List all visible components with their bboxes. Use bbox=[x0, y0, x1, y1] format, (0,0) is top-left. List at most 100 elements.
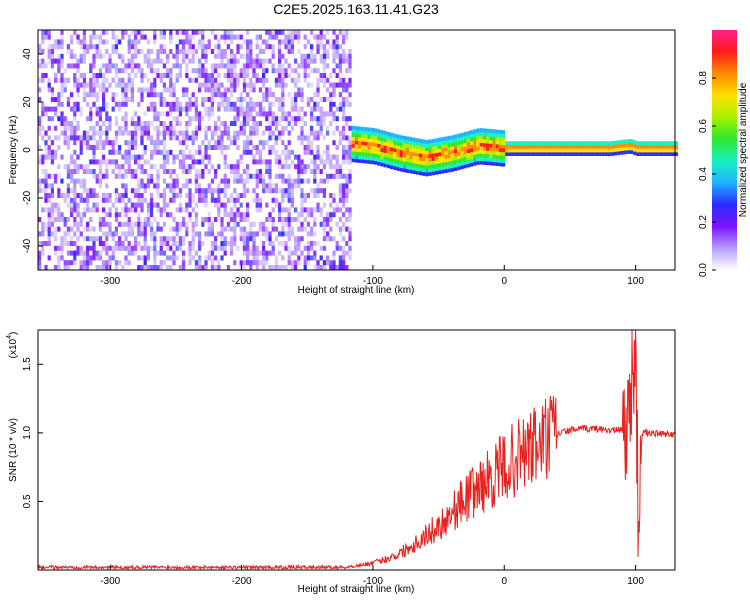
spectrogram-cell bbox=[310, 159, 314, 165]
spectrogram-cell bbox=[374, 128, 378, 133]
spectrogram-cell bbox=[370, 160, 374, 165]
spectrogram-cell bbox=[287, 49, 291, 54]
spectrogram-cell bbox=[230, 121, 234, 126]
spectrogram-cell bbox=[319, 154, 323, 160]
spectrogram-cell bbox=[326, 39, 330, 45]
spectrogram-cell bbox=[182, 149, 186, 155]
spectrogram-cell bbox=[278, 29, 282, 35]
spectrogram-cell bbox=[233, 178, 237, 184]
spectrogram-cell bbox=[476, 128, 480, 133]
spectrogram-cell bbox=[159, 121, 163, 126]
spectrogram-cell bbox=[114, 193, 118, 198]
spectrogram-cell bbox=[185, 145, 189, 150]
spectrogram-cell bbox=[76, 92, 80, 98]
spectrogram-cell bbox=[447, 135, 451, 140]
spectrogram-cell bbox=[230, 34, 234, 40]
spectrogram-cell bbox=[422, 139, 426, 144]
spectrogram-cell bbox=[105, 241, 109, 246]
spectrogram-cell bbox=[425, 147, 429, 152]
spectrogram-cell bbox=[166, 202, 170, 208]
spectrogram-cell bbox=[332, 29, 336, 35]
spectrogram-cell bbox=[348, 245, 352, 251]
spectrogram-cell bbox=[111, 169, 115, 174]
spectrogram-cell bbox=[204, 125, 208, 131]
spectrogram-cell bbox=[223, 183, 227, 189]
spectrogram-cell bbox=[47, 173, 51, 179]
spectrogram-cell bbox=[137, 183, 141, 189]
spectrogram-cell bbox=[361, 144, 365, 149]
spectrogram-cell bbox=[47, 149, 51, 155]
spectrogram-cell bbox=[281, 197, 285, 203]
spectrogram-cell bbox=[572, 144, 576, 149]
spectrogram-cell bbox=[412, 148, 416, 153]
spectrogram-cell bbox=[294, 58, 298, 64]
spectrogram-cell bbox=[454, 134, 458, 139]
spectrogram-cell bbox=[646, 141, 650, 146]
spectrogram-cell bbox=[191, 130, 195, 136]
spectrogram-cell bbox=[102, 197, 106, 203]
spectrogram-cell bbox=[607, 148, 611, 153]
spectrogram-cell bbox=[121, 53, 125, 59]
spectrogram-cell bbox=[502, 151, 506, 156]
spectrogram-cell bbox=[159, 245, 163, 251]
spectrogram-cell bbox=[342, 183, 346, 189]
spectrogram-cell bbox=[204, 87, 208, 93]
spectrogram-cell bbox=[121, 193, 125, 198]
spectrogram-cell bbox=[124, 101, 128, 107]
spectrogram-cell bbox=[95, 44, 99, 50]
spectrogram-cell bbox=[246, 241, 250, 246]
spectrogram-cell bbox=[447, 150, 451, 155]
spectrogram-cell bbox=[156, 68, 160, 74]
spectrogram-cell bbox=[198, 255, 202, 261]
spectrogram-cell bbox=[399, 153, 403, 158]
spectrogram-cell bbox=[233, 116, 237, 122]
spectrogram-cell bbox=[450, 153, 454, 158]
spectrogram-cell bbox=[390, 139, 394, 144]
spectrogram-cell bbox=[220, 149, 224, 155]
spectrogram-cell bbox=[242, 87, 246, 93]
spectrogram-cell bbox=[278, 188, 282, 194]
spectrogram-cell bbox=[41, 73, 45, 78]
spectrogram-cell bbox=[140, 34, 144, 40]
spectrogram-cell bbox=[348, 68, 352, 74]
spectrogram-cell bbox=[287, 250, 291, 256]
spectrogram-cell bbox=[463, 146, 467, 151]
spectrogram-cell bbox=[495, 140, 499, 145]
spectrogram-cell bbox=[649, 148, 653, 153]
spectrogram-cell bbox=[66, 135, 70, 141]
spectrogram-cell bbox=[588, 152, 592, 156]
spectrogram-cell bbox=[114, 121, 118, 126]
spectrogram-cell bbox=[338, 193, 342, 198]
spectrogram-cell bbox=[114, 34, 118, 40]
spectrogram-cell bbox=[111, 29, 115, 35]
spectrogram-cell bbox=[233, 221, 237, 227]
spectrogram-cell bbox=[287, 44, 291, 50]
spectrogram-cell bbox=[246, 255, 250, 261]
spectrogram-cell bbox=[300, 178, 304, 184]
spectrogram-cell bbox=[278, 207, 282, 213]
spectrogram-cell bbox=[143, 231, 147, 237]
spectrogram-cell bbox=[476, 150, 480, 155]
spectrogram-cell bbox=[47, 255, 51, 261]
spectrogram-cell bbox=[156, 73, 160, 78]
spectrogram-cell bbox=[290, 44, 294, 50]
spectrogram-cell bbox=[374, 135, 378, 140]
spectrogram-cell bbox=[438, 170, 442, 175]
spectrogram-cell bbox=[204, 77, 208, 83]
spectrogram-cell bbox=[319, 97, 323, 102]
spectrogram-cell bbox=[226, 34, 230, 40]
spectrogram-cell bbox=[239, 53, 243, 59]
spectrogram-cell bbox=[38, 49, 42, 54]
spectrogram-cell bbox=[562, 144, 566, 149]
spectrogram-cell bbox=[86, 250, 90, 256]
x-tick-label: -100 bbox=[363, 576, 383, 587]
spectrogram-cell bbox=[169, 125, 173, 131]
spectrogram-cell bbox=[543, 141, 547, 146]
spectrogram-cell bbox=[73, 255, 77, 261]
spectrogram-cell bbox=[70, 39, 74, 45]
spectrogram-cell bbox=[313, 159, 317, 165]
spectrogram-cell bbox=[162, 250, 166, 256]
snr-x-axis-label: Height of straight line (km) bbox=[298, 584, 415, 595]
spectrogram-cell bbox=[300, 58, 304, 64]
spectrogram-cell bbox=[316, 121, 320, 126]
